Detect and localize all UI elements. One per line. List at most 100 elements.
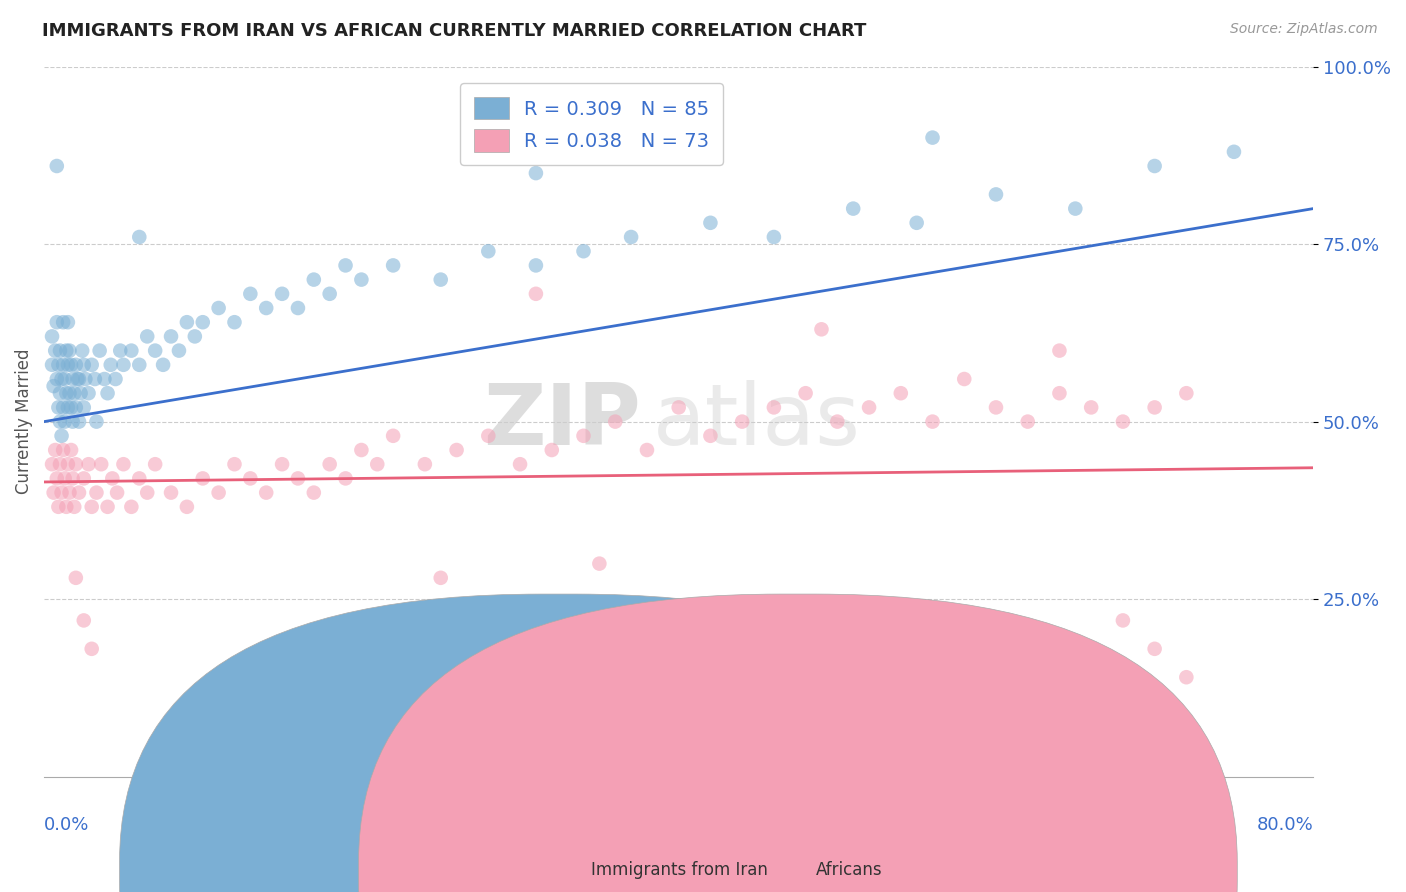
Point — [605, 415, 627, 429]
Point — [48, 401, 70, 415]
Point — [45, 315, 67, 329]
Legend: R = 0.309   N = 85, R = 0.038   N = 73: R = 0.309 N = 85, R = 0.038 N = 73 — [460, 84, 723, 165]
Text: Africans: Africans — [815, 861, 882, 879]
Point — [842, 202, 865, 216]
Point — [318, 286, 340, 301]
Point — [762, 230, 785, 244]
Point — [62, 471, 84, 485]
Point — [73, 471, 96, 485]
Point — [62, 372, 84, 386]
Point — [58, 343, 80, 358]
Point — [152, 358, 174, 372]
Point — [49, 415, 72, 429]
Point — [49, 343, 72, 358]
Point — [224, 315, 246, 329]
Point — [44, 343, 66, 358]
Point — [56, 358, 79, 372]
Point — [271, 457, 294, 471]
Point — [668, 401, 690, 415]
Point — [86, 485, 108, 500]
Point — [239, 471, 262, 485]
Point — [100, 358, 122, 372]
Point — [65, 457, 87, 471]
Point — [51, 485, 73, 500]
Point — [45, 372, 67, 386]
Point — [60, 401, 83, 415]
Point — [136, 485, 159, 500]
Text: IMMIGRANTS FROM IRAN VS AFRICAN CURRENTLY MARRIED CORRELATION CHART: IMMIGRANTS FROM IRAN VS AFRICAN CURRENTL… — [42, 22, 866, 40]
Point — [41, 457, 63, 471]
Point — [1080, 401, 1102, 415]
Point — [636, 442, 658, 457]
Point — [858, 401, 880, 415]
Point — [921, 415, 943, 429]
Text: 80.0%: 80.0% — [1257, 815, 1313, 834]
Point — [287, 471, 309, 485]
Point — [55, 386, 77, 401]
Point — [509, 599, 531, 614]
Point — [128, 471, 150, 485]
Point — [104, 372, 127, 386]
Text: atlas: atlas — [654, 380, 862, 463]
Point — [83, 372, 105, 386]
Point — [55, 343, 77, 358]
Point — [143, 343, 166, 358]
Point — [318, 457, 340, 471]
Point — [184, 329, 207, 343]
Point — [65, 571, 87, 585]
Point — [63, 500, 86, 514]
Point — [60, 358, 83, 372]
Point — [97, 386, 120, 401]
Point — [75, 372, 97, 386]
Point — [335, 471, 357, 485]
Point — [67, 415, 90, 429]
Text: 0.0%: 0.0% — [44, 815, 90, 834]
Point — [120, 343, 142, 358]
Point — [1143, 401, 1166, 415]
Point — [271, 286, 294, 301]
Point — [540, 442, 562, 457]
Point — [51, 429, 73, 443]
Point — [572, 244, 595, 259]
Point — [128, 230, 150, 244]
Point — [239, 286, 262, 301]
Point — [48, 358, 70, 372]
Point — [52, 442, 75, 457]
Point — [794, 386, 817, 401]
Point — [80, 358, 103, 372]
Point — [191, 315, 214, 329]
Point — [67, 485, 90, 500]
Point — [58, 485, 80, 500]
Point — [254, 301, 277, 315]
Point — [69, 386, 91, 401]
Point — [524, 259, 547, 273]
Point — [52, 358, 75, 372]
Point — [73, 614, 96, 628]
Point — [429, 272, 451, 286]
Point — [44, 442, 66, 457]
Point — [1017, 415, 1039, 429]
Point — [53, 372, 76, 386]
Point — [89, 343, 111, 358]
Point — [254, 485, 277, 500]
Point — [699, 429, 721, 443]
Point — [60, 442, 83, 457]
Point — [160, 329, 183, 343]
Point — [77, 386, 100, 401]
Point — [984, 187, 1007, 202]
Point — [120, 500, 142, 514]
Point — [62, 415, 84, 429]
Point — [446, 442, 468, 457]
Point — [63, 386, 86, 401]
Point — [41, 358, 63, 372]
Point — [921, 130, 943, 145]
Point — [160, 485, 183, 500]
Point — [953, 372, 976, 386]
Point — [56, 401, 79, 415]
Text: Source: ZipAtlas.com: Source: ZipAtlas.com — [1230, 22, 1378, 37]
Point — [335, 259, 357, 273]
Point — [1064, 202, 1087, 216]
Point — [67, 372, 90, 386]
Point — [90, 457, 112, 471]
Point — [176, 500, 198, 514]
